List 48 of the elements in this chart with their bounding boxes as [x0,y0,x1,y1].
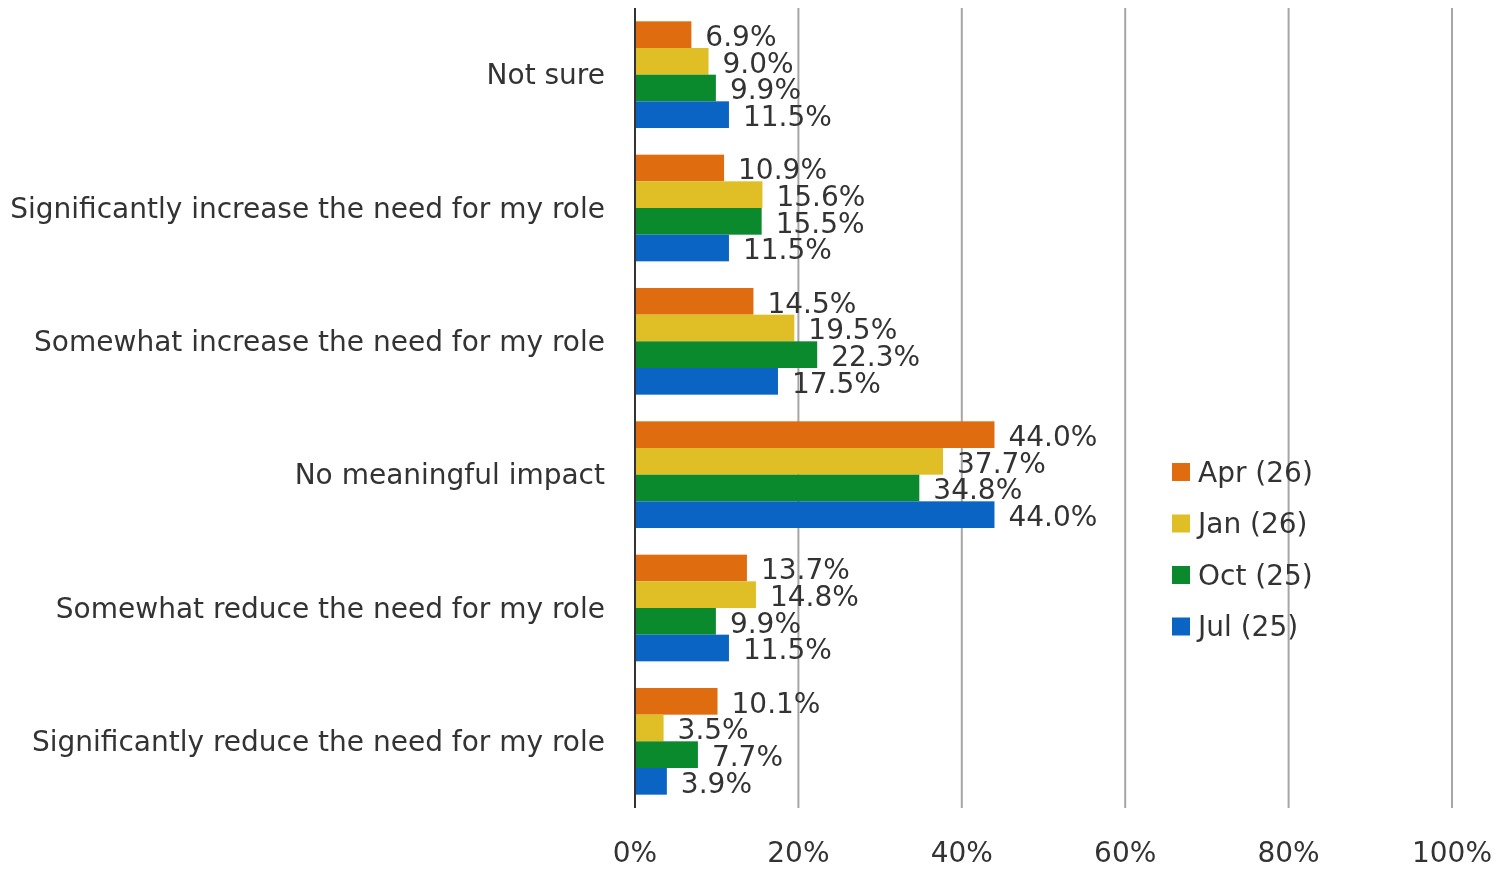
x-tick-label: 60% [1094,835,1157,869]
bar [635,314,795,342]
y-tick-label: Somewhat reduce the need for my role [55,591,605,625]
data-label: 44.0% [1008,419,1098,453]
legend-label: Oct (25) [1198,558,1313,592]
bar [635,288,754,315]
data-label: 15.6% [776,179,866,213]
data-label: 11.5% [742,99,832,133]
y-tick-label: No meaningful impact [294,458,606,492]
bar [635,714,664,742]
bar [635,688,718,715]
bar [635,554,747,582]
y-tick-label: Somewhat increase the need for my role [34,325,605,359]
bar [635,234,729,262]
x-tick-label: 80% [1257,835,1320,869]
bar [635,154,725,182]
bar [635,634,729,662]
bar [635,208,762,235]
bar [635,368,778,395]
bar [635,608,716,635]
bar [635,741,698,768]
data-label: 11.5% [742,233,832,267]
x-tick-label: 40% [930,835,993,869]
x-tick-label: 0% [612,835,658,869]
bar [635,74,716,102]
bar [635,21,692,48]
bar [635,181,763,208]
y-tick-label: Significantly reduce the need for my role [31,725,605,759]
data-label: 14.8% [769,579,859,613]
bar [635,341,818,368]
bar [635,474,920,502]
data-label: 44.0% [1008,499,1098,533]
data-label: 6.9% [705,19,777,53]
bar [635,48,709,75]
x-tick-label: 100% [1411,835,1493,869]
legend-label: Jul (25) [1196,610,1299,644]
bar [635,421,995,448]
y-tick-label: Significantly increase the need for my role [10,191,605,225]
bar [635,501,995,528]
bar [635,448,944,475]
bar [635,581,756,608]
legend-label: Jan (26) [1196,507,1308,541]
x-tick-label: 20% [767,835,830,869]
y-tick-label: Not sure [486,58,605,92]
bar [635,101,729,128]
legend-label: Apr (26) [1198,455,1313,489]
data-label: 11.5% [742,633,832,667]
bar [635,768,667,795]
